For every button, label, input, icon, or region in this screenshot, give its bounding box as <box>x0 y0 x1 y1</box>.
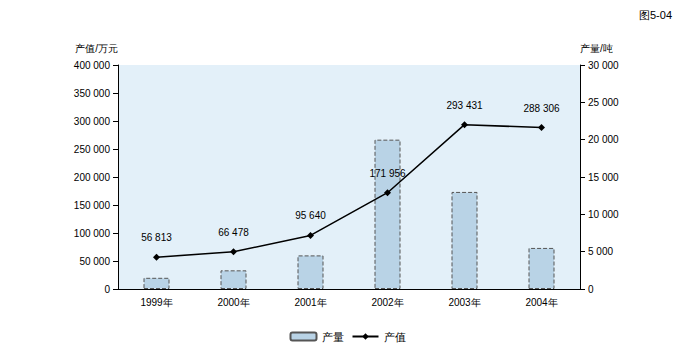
svg-text:150 000: 150 000 <box>74 200 111 211</box>
svg-text:2003年: 2003年 <box>448 297 480 308</box>
svg-text:0: 0 <box>588 284 594 295</box>
svg-text:20 000: 20 000 <box>588 134 619 145</box>
svg-text:100 000: 100 000 <box>74 228 111 239</box>
svg-text:171 956: 171 956 <box>369 168 406 179</box>
svg-text:293 431: 293 431 <box>446 100 483 111</box>
svg-text:200 000: 200 000 <box>74 172 111 183</box>
svg-text:2004年: 2004年 <box>525 297 557 308</box>
svg-text:15 000: 15 000 <box>588 172 619 183</box>
svg-text:5 000: 5 000 <box>588 246 613 257</box>
svg-text:0: 0 <box>104 284 110 295</box>
svg-text:2002年: 2002年 <box>371 297 403 308</box>
svg-text:50 000: 50 000 <box>79 256 110 267</box>
svg-text:图5-04: 图5-04 <box>639 9 672 21</box>
svg-text:350 000: 350 000 <box>74 88 111 99</box>
svg-text:产量/吨: 产量/吨 <box>580 43 613 54</box>
svg-text:56 813: 56 813 <box>141 232 172 243</box>
svg-text:300 000: 300 000 <box>74 116 111 127</box>
svg-text:288 306: 288 306 <box>523 103 560 114</box>
svg-text:95 640: 95 640 <box>295 210 326 221</box>
svg-text:10 000: 10 000 <box>588 209 619 220</box>
svg-text:2000年: 2000年 <box>217 297 249 308</box>
svg-text:产量: 产量 <box>322 331 344 343</box>
svg-text:400 000: 400 000 <box>74 60 111 71</box>
svg-text:2001年: 2001年 <box>294 297 326 308</box>
svg-text:产值/万元: 产值/万元 <box>75 43 118 54</box>
svg-text:250 000: 250 000 <box>74 144 111 155</box>
svg-text:25 000: 25 000 <box>588 97 619 108</box>
svg-text:30 000: 30 000 <box>588 60 619 71</box>
svg-text:1999年: 1999年 <box>140 297 172 308</box>
svg-text:66 478: 66 478 <box>218 227 249 238</box>
svg-text:产值: 产值 <box>384 331 406 343</box>
